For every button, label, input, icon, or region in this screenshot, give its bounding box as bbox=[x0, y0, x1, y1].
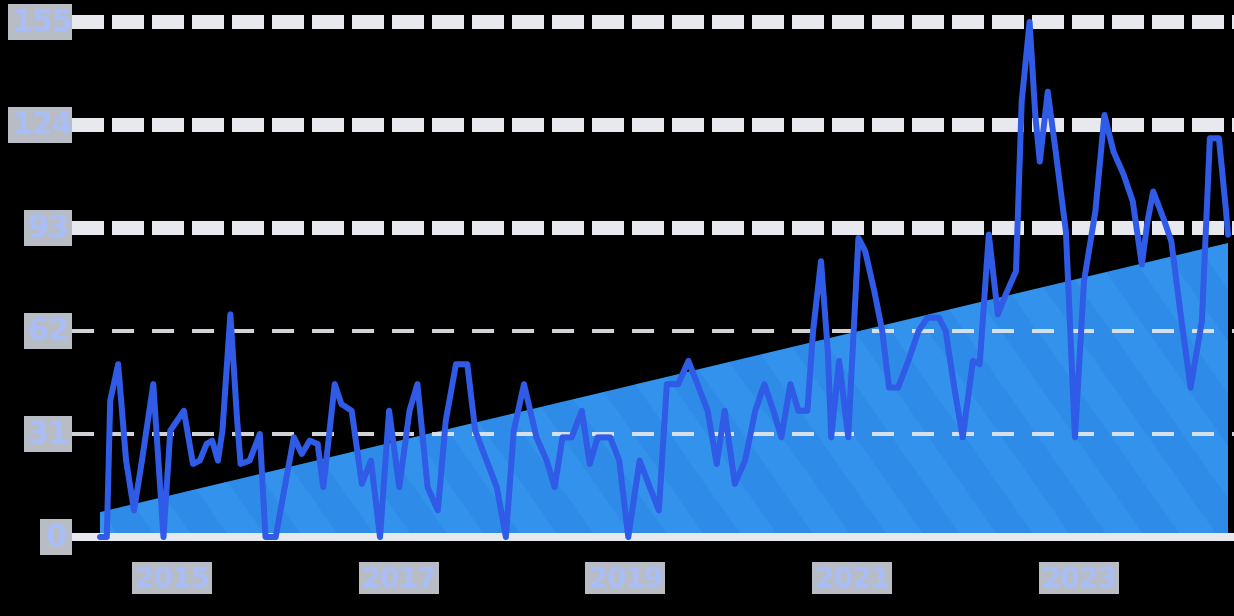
x-tick-label: 2019 bbox=[585, 562, 666, 594]
series-line bbox=[97, 19, 1231, 540]
y-tick-label: 0 bbox=[40, 519, 72, 555]
y-tick-label: 31 bbox=[24, 416, 72, 452]
gridlines bbox=[72, 15, 1234, 541]
x-tick-label: 2015 bbox=[132, 562, 212, 594]
y-tick-label: 124 bbox=[8, 107, 73, 143]
x-tick-label: 2023 bbox=[1038, 562, 1119, 594]
x-tick-label: 2017 bbox=[358, 562, 439, 594]
x-tick-label: 2021 bbox=[812, 562, 893, 594]
data-line bbox=[97, 19, 1231, 540]
y-tick-label: 155 bbox=[8, 4, 73, 40]
y-tick-label: 93 bbox=[24, 210, 72, 246]
y-tick-label: 62 bbox=[24, 313, 72, 349]
